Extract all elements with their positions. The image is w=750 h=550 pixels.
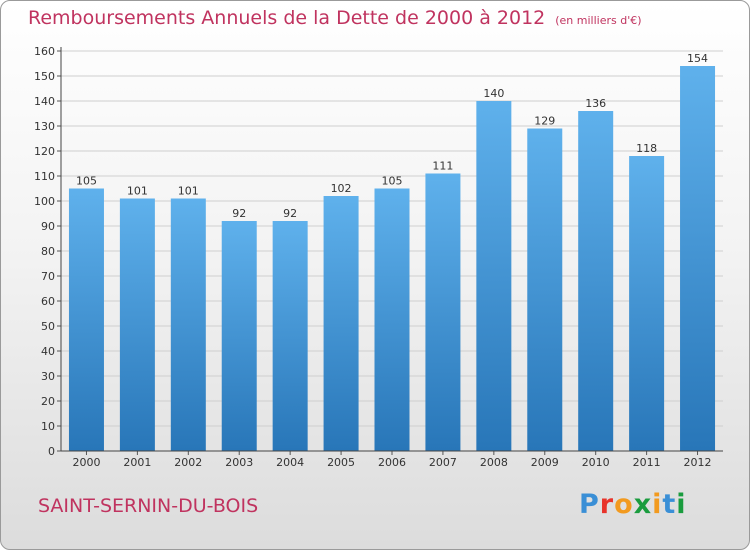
value-label: 101 [127,185,148,198]
y-tick-label: 40 [41,345,55,358]
y-tick-label: 60 [41,295,55,308]
logo-letter: t [662,489,677,520]
value-label: 92 [283,207,297,220]
bar [221,221,257,451]
value-label: 105 [382,175,403,188]
y-tick-label: 70 [41,270,55,283]
y-tick-label: 150 [34,70,55,83]
x-tick-label: 2005 [327,456,355,469]
value-label: 101 [178,185,199,198]
bar [170,198,206,451]
bar [629,156,665,451]
logo-letter: i [676,489,687,520]
x-tick-label: 2008 [480,456,508,469]
value-label: 118 [636,142,657,155]
value-label: 129 [534,115,555,128]
title-unit: (en milliers d'€) [555,14,642,27]
x-tick-label: 2006 [378,456,406,469]
x-tick-label: 2011 [633,456,661,469]
logo-letter: x [633,489,653,520]
x-tick-label: 2009 [531,456,559,469]
y-tick-label: 20 [41,395,55,408]
x-axis-ticks: 2000 2001 2002 2003 2004 2005 2006 2007 2008 2009… [72,451,712,469]
y-tick-label: 110 [34,170,55,183]
logo-letter: P [579,489,600,520]
value-label: 105 [76,175,97,188]
bar [578,111,614,451]
bar [68,188,104,451]
y-tick-label: 0 [48,445,55,458]
x-tick-label: 2001 [123,456,151,469]
logo-letter: r [599,489,615,520]
logo-letter: o [614,489,634,520]
bar [680,66,716,451]
x-tick-label: 2003 [225,456,253,469]
y-tick-label: 80 [41,245,55,258]
y-tick-label: 50 [41,320,55,333]
y-tick-label: 130 [34,120,55,133]
x-tick-label: 2012 [684,456,712,469]
logo-letter: i [652,489,663,520]
y-tick-label: 160 [34,45,55,58]
bar [374,188,410,451]
y-tick-label: 100 [34,195,55,208]
x-tick-label: 2002 [174,456,202,469]
value-label: 102 [331,182,352,195]
title-text: Remboursements Annuels de la Dette de 20… [28,7,546,29]
y-tick-label: 120 [34,145,55,158]
y-tick-label: 30 [41,370,55,383]
value-label: 111 [432,160,453,173]
chart-title: Remboursements Annuels de la Dette de 20… [28,7,642,29]
x-tick-label: 2000 [72,456,100,469]
city-name: SAINT-SERNIN-DU-BOIS [38,495,259,517]
bar [323,196,359,451]
y-tick-label: 90 [41,220,55,233]
bar [527,128,563,451]
bar [425,173,461,451]
y-tick-label: 10 [41,420,55,433]
bar [119,198,155,451]
proxiti-logo[interactable]: Proxiti [579,489,687,520]
y-axis-ticks: 0 10 20 30 40 50 60 70 80 90 100 110 120 130 140 150 160 [34,45,61,458]
x-tick-label: 2004 [276,456,304,469]
bar [476,101,512,451]
value-labels: 105 101 101 92 92 102 105 111 140 129 136 118 154 [76,52,708,220]
bars [68,66,716,451]
bar [272,221,308,451]
value-label: 140 [483,87,504,100]
y-tick-label: 140 [34,95,55,108]
value-label: 92 [232,207,246,220]
value-label: 154 [687,52,708,65]
x-tick-label: 2007 [429,456,457,469]
x-tick-label: 2010 [582,456,610,469]
value-label: 136 [585,97,606,110]
